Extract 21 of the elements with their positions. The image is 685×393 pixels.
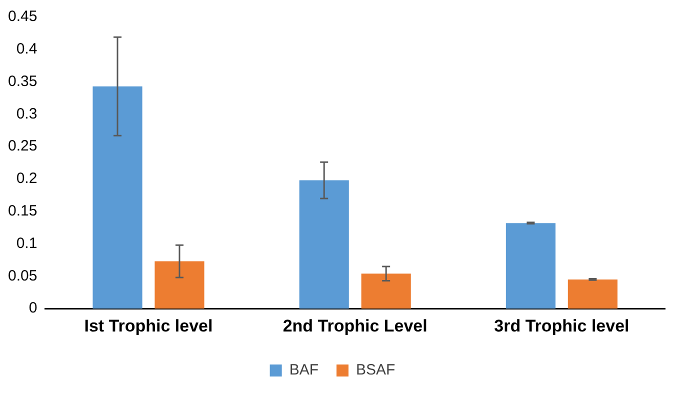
x-tick-label: Ist Trophic level — [84, 316, 213, 336]
bar — [361, 274, 411, 309]
bar — [506, 223, 556, 309]
y-tick-label: 0.3 — [16, 105, 38, 122]
y-tick-label: 0.4 — [16, 40, 38, 58]
legend-label: BSAF — [356, 362, 396, 379]
bar — [154, 261, 204, 309]
bar — [299, 180, 349, 309]
y-tick-label: 0.35 — [8, 72, 38, 90]
y-tick-label: 0 — [28, 300, 38, 317]
y-tick-label: 0.1 — [16, 234, 38, 252]
y-tick-label: 0.15 — [8, 202, 38, 220]
y-tick-label: 0.25 — [8, 138, 38, 155]
y-tick-label: 0.2 — [16, 170, 38, 188]
y-tick-label: 0.45 — [8, 8, 38, 26]
x-tick-label: 2nd Trophic Level — [282, 316, 428, 336]
bar — [92, 86, 142, 309]
x-tick-label: 3rd Trophic level — [494, 316, 630, 336]
legend-label: BAF — [289, 362, 319, 379]
bar — [568, 279, 618, 309]
y-tick-label: 0.05 — [8, 267, 38, 284]
